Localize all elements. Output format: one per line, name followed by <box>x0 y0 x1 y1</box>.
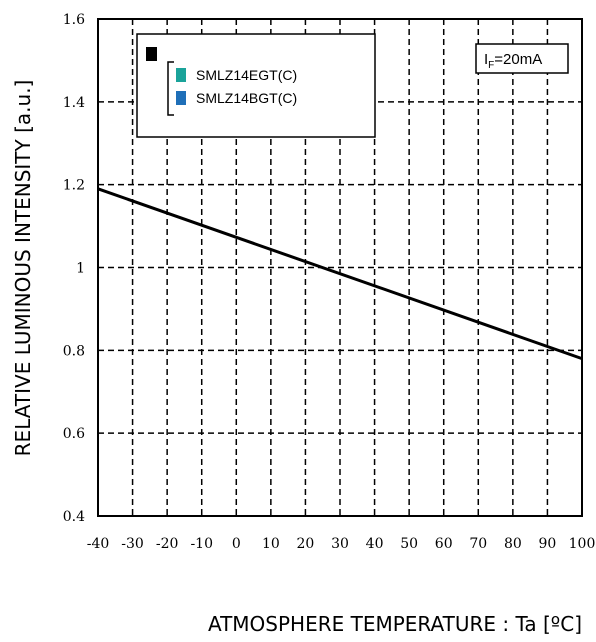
x-tick-label: 50 <box>400 536 418 552</box>
legend-label-egt: SMLZ14EGT(C) <box>196 67 297 83</box>
x-tick-label: 40 <box>366 536 384 552</box>
legend-bracket <box>167 61 174 116</box>
x-tick-label: 80 <box>504 536 522 552</box>
x-tick-label: -40 <box>87 536 110 552</box>
x-tick-label: 30 <box>331 536 349 552</box>
legend: SMLZ14EGT(C) SMLZ14BGT(C) <box>136 33 376 138</box>
y-tick-label: 1.4 <box>63 95 85 111</box>
x-tick-label: 0 <box>232 536 241 552</box>
y-tick-label: 0.8 <box>63 343 85 359</box>
condition-annotation: IF=20mA <box>475 43 569 74</box>
legend-swatch-egt <box>176 68 186 82</box>
y-tick-label: 1.6 <box>63 12 85 28</box>
x-tick-label: 100 <box>569 536 596 552</box>
condition-current-symbol: I <box>484 51 488 68</box>
x-axis-title: ATMOSPHERE TEMPERATURE : Ta [ºC] <box>208 612 582 636</box>
x-tick-label: 10 <box>262 536 280 552</box>
x-tick-label: 90 <box>539 536 557 552</box>
y-tick-label: 1.2 <box>63 178 85 194</box>
x-tick-label: -10 <box>190 536 213 552</box>
y-tick-label: 0.6 <box>63 426 85 442</box>
legend-swatch-bgt <box>176 91 186 105</box>
condition-current-subscript: F <box>488 60 494 71</box>
x-tick-label: -20 <box>156 536 179 552</box>
condition-current-value: =20mA <box>494 51 542 68</box>
x-tick-labels: -40 -30 -20 -10 0 10 20 30 40 50 60 70 80 90 100 <box>87 536 596 552</box>
legend-group-marker <box>146 47 157 61</box>
y-tick-labels: 0.4 0.6 0.8 1 1.2 1.4 1.6 <box>63 12 85 525</box>
legend-box <box>136 33 376 138</box>
y-tick-label: 0.4 <box>63 509 85 525</box>
legend-label-bgt: SMLZ14BGT(C) <box>196 90 297 106</box>
y-tick-label: 1 <box>76 261 85 277</box>
series-line <box>97 187 583 361</box>
series-layer <box>97 187 583 361</box>
plot-frame <box>97 18 583 517</box>
x-tick-label: 70 <box>469 536 487 552</box>
x-tick-label: 60 <box>435 536 453 552</box>
y-axis-title: RELATIVE LUMINOUS INTENSITY [a.u.] <box>11 80 35 457</box>
x-tick-label: -30 <box>121 536 144 552</box>
condition-text: IF=20mA <box>484 51 542 71</box>
x-tick-label: 20 <box>297 536 315 552</box>
condition-box <box>475 43 569 74</box>
